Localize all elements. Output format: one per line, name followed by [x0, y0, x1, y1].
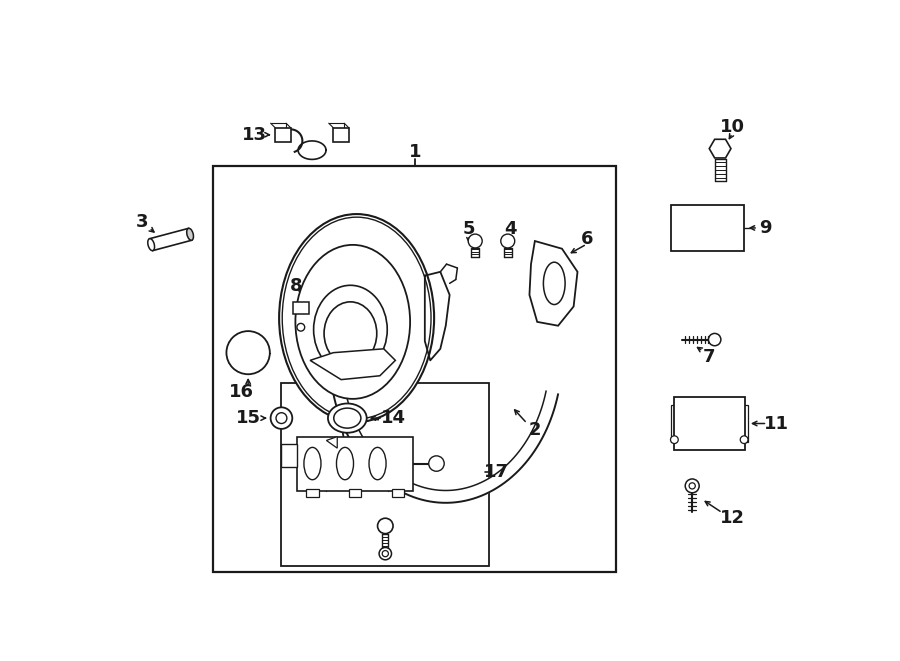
Ellipse shape [295, 245, 410, 399]
Text: 2: 2 [528, 420, 541, 439]
FancyBboxPatch shape [333, 128, 349, 141]
Text: 11: 11 [764, 414, 789, 432]
Circle shape [500, 234, 515, 248]
Text: 16: 16 [230, 383, 255, 401]
Circle shape [685, 479, 699, 493]
Circle shape [297, 323, 305, 331]
FancyBboxPatch shape [275, 128, 291, 141]
Ellipse shape [544, 262, 565, 305]
Circle shape [271, 407, 292, 429]
Text: 13: 13 [242, 126, 266, 143]
Bar [293, 302, 309, 314]
Text: 1: 1 [409, 143, 421, 161]
Text: 12: 12 [720, 509, 745, 527]
Bar [282, 444, 297, 467]
Ellipse shape [324, 302, 377, 365]
Text: 3: 3 [136, 213, 149, 231]
Circle shape [468, 234, 482, 248]
Ellipse shape [279, 214, 434, 422]
Circle shape [740, 436, 748, 444]
Circle shape [428, 456, 445, 471]
Text: 4: 4 [504, 221, 517, 239]
Bar [149, 228, 192, 251]
Text: 9: 9 [760, 219, 772, 237]
Bar [306, 489, 319, 496]
Text: 5: 5 [463, 221, 475, 239]
Ellipse shape [334, 408, 361, 428]
Bar [349, 489, 361, 496]
Text: 6: 6 [580, 230, 593, 248]
Polygon shape [529, 241, 578, 326]
Polygon shape [327, 437, 338, 448]
Ellipse shape [313, 286, 387, 374]
Circle shape [670, 436, 679, 444]
Polygon shape [310, 349, 395, 379]
Text: 17: 17 [483, 463, 508, 481]
Ellipse shape [148, 239, 155, 251]
Bar [673, 397, 745, 449]
Circle shape [227, 331, 270, 374]
Text: 7: 7 [703, 348, 716, 366]
Bar [392, 489, 404, 496]
Ellipse shape [337, 447, 354, 480]
Ellipse shape [369, 447, 386, 480]
Bar [297, 437, 413, 490]
Circle shape [378, 518, 393, 533]
Polygon shape [329, 253, 558, 503]
Text: 10: 10 [720, 118, 745, 136]
Ellipse shape [304, 447, 321, 480]
Bar [740, 405, 748, 442]
Bar [213, 167, 616, 572]
Circle shape [708, 333, 721, 346]
Text: 14: 14 [382, 409, 406, 427]
Circle shape [689, 483, 696, 489]
Text: 15: 15 [236, 409, 261, 427]
Bar [282, 383, 490, 566]
Bar [670, 405, 679, 442]
Circle shape [382, 551, 389, 557]
Circle shape [379, 547, 392, 560]
Text: 8: 8 [290, 277, 302, 295]
Ellipse shape [328, 403, 366, 433]
Bar [670, 205, 744, 251]
Ellipse shape [186, 228, 194, 241]
Circle shape [276, 412, 287, 424]
